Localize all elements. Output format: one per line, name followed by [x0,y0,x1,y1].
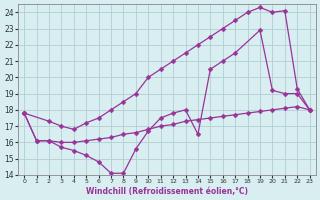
X-axis label: Windchill (Refroidissement éolien,°C): Windchill (Refroidissement éolien,°C) [86,187,248,196]
